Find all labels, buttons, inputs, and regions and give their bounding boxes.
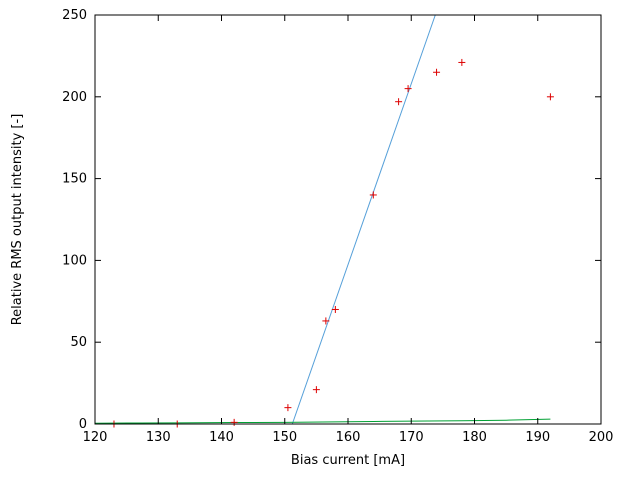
plot-area	[95, 15, 551, 424]
y-tick-label: 0	[79, 417, 87, 432]
plot-border	[94, 14, 602, 425]
y-tick-label: 100	[62, 253, 87, 268]
x-tick-label: 150	[272, 430, 297, 445]
y-tick-label: 250	[62, 8, 87, 23]
baseline-curve	[95, 418, 551, 424]
x-axis-label: Bias current [mA]	[290, 453, 406, 468]
tick-labels: 120 130 140 150 160 170 180 190 200 0 50 100 150 200 2…	[62, 8, 613, 445]
y-tick-label: 150	[62, 172, 87, 187]
measured-points	[110, 58, 554, 428]
ticks	[94, 14, 602, 425]
x-tick-label: 140	[209, 430, 234, 445]
x-tick-label: 200	[589, 430, 614, 445]
x-tick-label: 130	[146, 430, 171, 445]
x-tick-label: 160	[336, 430, 361, 445]
y-axis-label: Relative RMS output intensity [-]	[10, 113, 25, 326]
x-tick-label: 170	[399, 430, 424, 445]
linear-fit-line	[291, 15, 436, 424]
y-tick-label: 200	[62, 90, 87, 105]
y-tick-label: 50	[70, 335, 87, 350]
x-tick-label: 190	[525, 430, 550, 445]
x-tick-label: 180	[462, 430, 487, 445]
x-tick-label: 120	[83, 430, 108, 445]
